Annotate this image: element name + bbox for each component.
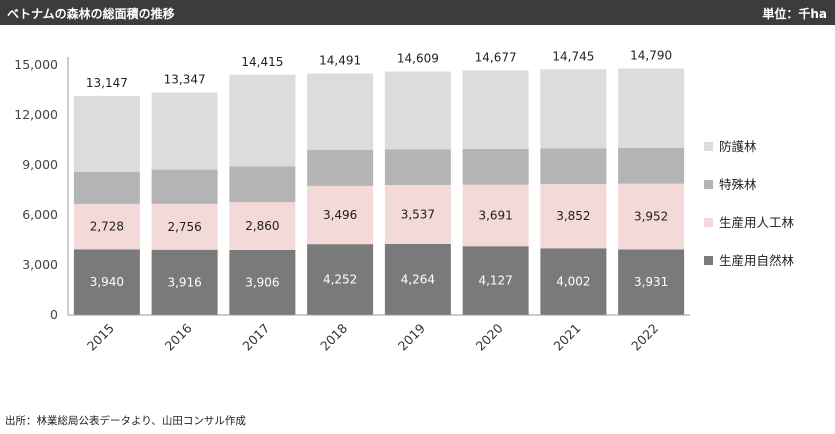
bar-segment [618,68,685,148]
bar-segment [540,148,607,185]
bar-segment [384,71,451,150]
legend-label: 特殊林 [719,177,757,192]
bar-segment [384,184,451,244]
bar-segment [618,147,685,184]
y-tick-label: 12,000 [14,107,58,122]
source-note: 出所：林業総局公表データより、山田コンサル作成 [5,415,246,427]
bar-segment [151,169,218,204]
y-tick-label: 15,000 [14,57,58,72]
data-label: 2,860 [245,219,279,233]
bar-segment [73,95,140,172]
bar-segment [462,246,529,315]
total-label: 14,609 [397,52,439,66]
bar-segment [307,150,374,186]
legend-label: 生産用自然林 [719,253,795,268]
bar-segment [462,184,529,247]
data-label: 3,691 [478,208,512,222]
bar-segment [73,203,140,250]
x-tick-label: 2015 [84,321,117,354]
x-tick-label: 2021 [550,321,583,354]
bar-segment [229,249,296,315]
chart-title: ベトナムの森林の総面積の推移 [7,7,175,21]
total-label: 14,491 [319,53,361,67]
data-label: 4,002 [556,275,590,289]
data-label: 4,264 [401,272,435,286]
data-label: 3,852 [556,209,590,223]
bar-segment [307,244,374,315]
bar-segment [462,148,529,185]
bar-segment [540,248,607,315]
bar-segment [384,149,451,185]
data-label: 3,940 [90,275,124,289]
bar-segment [151,249,218,315]
bar-segment [307,185,374,245]
legend-label: 生産用人工林 [719,215,795,230]
data-label: 3,496 [323,208,357,222]
y-tick-label: 9,000 [22,157,58,172]
bar-segment [618,183,685,250]
data-label: 2,756 [167,220,201,234]
x-tick-label: 2020 [473,320,506,353]
bar-segment [229,166,296,203]
total-label: 13,147 [86,76,128,90]
x-tick-label: 2016 [162,320,195,353]
x-tick-label: 2022 [628,321,661,354]
x-tick-label: 2018 [317,320,350,353]
total-label: 13,347 [164,73,206,87]
bar-segment [151,203,218,250]
legend-swatch [704,218,713,227]
title-bar: ベトナムの森林の総面積の推移 単位：千ha [0,0,835,25]
data-label: 4,252 [323,273,357,287]
legend-swatch [704,142,713,151]
bar-segment [73,171,140,204]
y-tick-label: 0 [50,307,58,322]
bar-segment [307,73,374,151]
bar-segment [462,70,529,149]
unit-label: 単位：千ha [762,7,827,21]
y-tick-label: 3,000 [22,257,58,272]
data-label: 3,916 [167,275,201,289]
data-label: 3,906 [245,275,279,289]
data-label: 3,931 [634,275,668,289]
data-label: 4,127 [478,274,512,288]
data-label: 3,537 [401,207,435,221]
y-tick-label: 6,000 [22,207,58,222]
bar-segment [540,184,607,249]
total-label: 14,415 [241,55,283,69]
total-label: 14,677 [475,50,517,64]
x-tick-label: 2017 [239,321,272,354]
legend-label: 防護林 [719,139,757,154]
bar-segment [540,69,607,149]
data-label: 2,728 [90,220,124,234]
bar-segment [73,249,140,315]
data-label: 3,952 [634,210,668,224]
stacked-bar-chart: 0 3,000 6,000 9,000 12,000 15,000 3,940 2,728 13… [14,49,795,354]
bar-segment [151,92,218,170]
bar-segment [229,202,296,250]
bar-segment [618,249,685,315]
total-label: 14,790 [630,49,672,63]
legend-swatch [704,180,713,189]
legend-swatch [704,256,713,265]
bar-segment [229,74,296,167]
x-tick-label: 2019 [395,320,428,353]
bar-segment [384,243,451,315]
total-label: 14,745 [552,49,594,63]
